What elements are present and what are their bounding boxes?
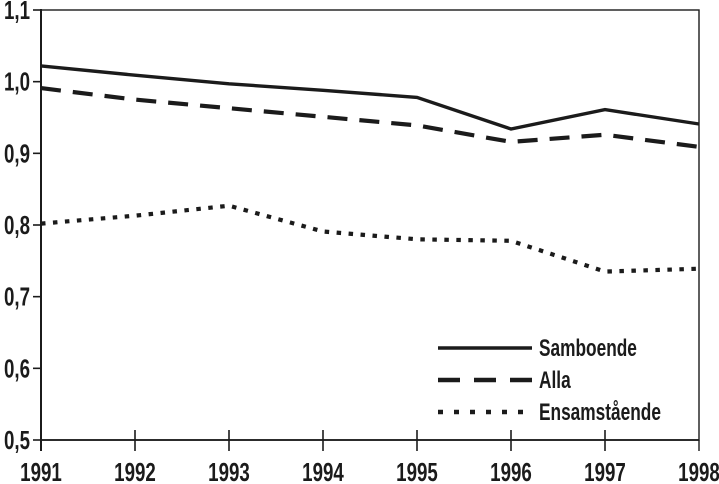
x-tick-label: 1996 (490, 457, 532, 484)
y-tick-label: 0,9 (4, 138, 30, 168)
y-tick-label: 1,0 (4, 67, 30, 97)
x-tick-label: 1997 (584, 457, 626, 484)
x-tick-label: 1995 (396, 457, 438, 484)
y-tick-label: 1,1 (4, 0, 30, 25)
y-tick-label: 0,5 (4, 425, 30, 455)
series-line-solid (40, 64, 700, 131)
x-tick-label: 1998 (678, 457, 719, 484)
y-tick-label: 0,8 (4, 210, 30, 240)
x-tick-label: 1994 (302, 457, 344, 484)
legend-label: Samboende (539, 335, 637, 361)
series-line-dotted (40, 203, 700, 274)
x-tick-label: 1991 (20, 457, 62, 484)
x-tick-label: 1993 (208, 457, 250, 484)
y-tick-label: 0,6 (4, 353, 30, 383)
y-tick-label: 0,7 (4, 282, 30, 312)
x-tick-label: 1992 (114, 457, 156, 484)
legend-label: Ensamstående (539, 399, 661, 425)
legend-label: Alla (539, 367, 571, 393)
series-line-dashed (40, 86, 700, 149)
